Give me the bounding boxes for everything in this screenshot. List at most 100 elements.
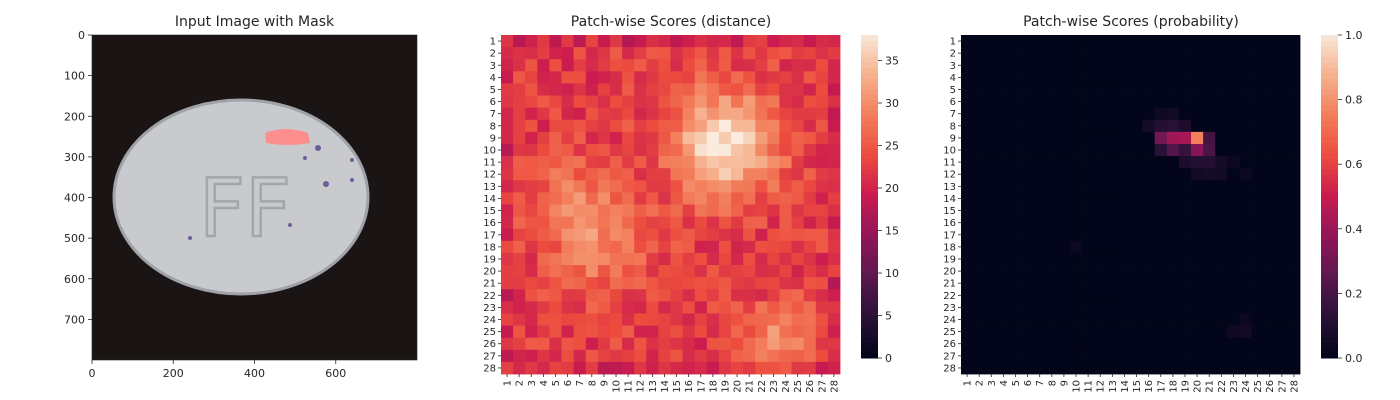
col-tick-label: 5: [1011, 380, 1022, 386]
heatmap-cell: [1045, 168, 1059, 181]
heatmap-cell: [682, 216, 696, 230]
heatmap-cell: [1203, 192, 1216, 205]
heatmap-cell: [658, 289, 671, 302]
heatmap-cell: [634, 131, 647, 145]
colorbar-tick-label: 0.0: [1345, 352, 1363, 365]
heatmap-cell: [731, 83, 744, 96]
heatmap-cell: [573, 265, 587, 278]
heatmap-cell: [803, 216, 817, 230]
heatmap-cell: [779, 180, 792, 193]
heatmap-cell: [1142, 131, 1156, 145]
heatmap-cell: [525, 361, 538, 375]
heatmap-cell: [1178, 361, 1192, 375]
heatmap-cell: [767, 349, 780, 363]
heatmap-cell: [1094, 95, 1107, 109]
heatmap-cell: [1287, 204, 1301, 218]
heatmap-cell: [525, 216, 538, 230]
colorbar-segment: [861, 218, 878, 224]
heatmap-cell: [1057, 349, 1071, 363]
heatmap-cell: [767, 289, 780, 302]
heatmap-cell: [1227, 228, 1240, 242]
colorbar-segment: [861, 99, 878, 106]
heatmap-cell: [1057, 216, 1071, 230]
colorbar-segment: [1321, 314, 1338, 321]
heatmap-cell: [755, 325, 768, 339]
heatmap-cell: [1166, 204, 1180, 218]
heatmap-cell: [1142, 59, 1156, 72]
heatmap-cell: [1239, 156, 1252, 169]
heatmap-cell: [1057, 107, 1071, 121]
heatmap-cell: [561, 143, 575, 157]
heatmap-cell: [1287, 349, 1301, 363]
heatmap-cell: [1118, 143, 1131, 157]
colorbar-segment: [1321, 88, 1338, 95]
colorbar-segment: [1321, 223, 1338, 230]
heatmap-cell: [1069, 228, 1083, 242]
heatmap-cell: [1021, 204, 1035, 218]
colorbar-tick-label: 15: [885, 225, 899, 238]
heatmap-cell: [573, 313, 587, 326]
heatmap-cell: [597, 361, 611, 375]
heatmap-cell: [815, 143, 829, 157]
heatmap-cell: [1227, 131, 1240, 145]
heatmap-cell: [501, 301, 514, 314]
heatmap-cell: [767, 192, 780, 205]
col-tick-label: 19: [720, 380, 731, 393]
heatmap-cell: [658, 265, 671, 278]
heatmap-cell: [682, 313, 696, 326]
row-tick-label: 28: [483, 363, 496, 374]
heatmap-cell: [573, 252, 587, 266]
heatmap-cell: [743, 156, 756, 169]
heatmap-cell: [1239, 228, 1252, 242]
heatmap-cell: [634, 289, 647, 302]
heatmap-cell: [1118, 204, 1131, 218]
heatmap-cell: [682, 289, 696, 302]
heatmap-cell: [961, 119, 974, 133]
heatmap-cell: [1203, 216, 1216, 230]
heatmap-cell: [1263, 180, 1277, 193]
heatmap-cell: [1033, 216, 1047, 230]
heatmap-cell: [743, 228, 756, 242]
heatmap-cell: [1239, 131, 1252, 145]
heatmap-cell: [694, 35, 708, 48]
heatmap-cell: [815, 277, 829, 290]
heatmap-cell: [997, 289, 1010, 302]
heatmap-cell: [1287, 143, 1301, 157]
heatmap-cell: [1069, 252, 1083, 266]
colorbar-segment: [861, 266, 878, 273]
heatmap-cell: [525, 35, 538, 48]
heatmap-cell: [597, 119, 611, 133]
heatmap-cell: [561, 71, 575, 84]
heatmap-cell: [961, 277, 974, 290]
heatmap-cell: [694, 143, 708, 157]
heatmap-cell: [997, 313, 1010, 326]
heatmap-cell: [670, 83, 684, 96]
heatmap-cell: [1021, 47, 1035, 60]
heatmap-cell: [1203, 289, 1216, 302]
heatmap-cell: [961, 71, 974, 84]
heatmap-cell: [1045, 313, 1059, 326]
heatmap-cell: [1215, 168, 1228, 181]
heatmap-cell: [525, 107, 538, 121]
heatmap-cell: [585, 168, 599, 181]
heatmap-cell: [779, 313, 792, 326]
colorbar-segment: [861, 207, 878, 214]
heatmap-cell: [1082, 240, 1095, 254]
heatmap-cell: [827, 131, 841, 145]
heatmap-cell: [573, 59, 587, 72]
colorbar-segment: [1321, 40, 1338, 47]
col-tick-label: 3: [987, 380, 998, 386]
heatmap-cell: [985, 143, 998, 157]
heatmap-cell: [1154, 143, 1168, 157]
heatmap-cell: [1069, 337, 1083, 351]
heatmap-cell: [525, 289, 538, 302]
heatmap-cell: [597, 216, 611, 230]
heatmap-cell: [1033, 107, 1047, 121]
row-tick-label: 17: [943, 230, 956, 241]
heatmap-cell: [827, 71, 841, 84]
heatmap-cell: [561, 180, 575, 193]
colorbar-segment: [861, 325, 878, 332]
heatmap-cell: [646, 119, 659, 133]
colorbar-segment: [861, 169, 878, 176]
heatmap-cell: [1142, 265, 1156, 278]
